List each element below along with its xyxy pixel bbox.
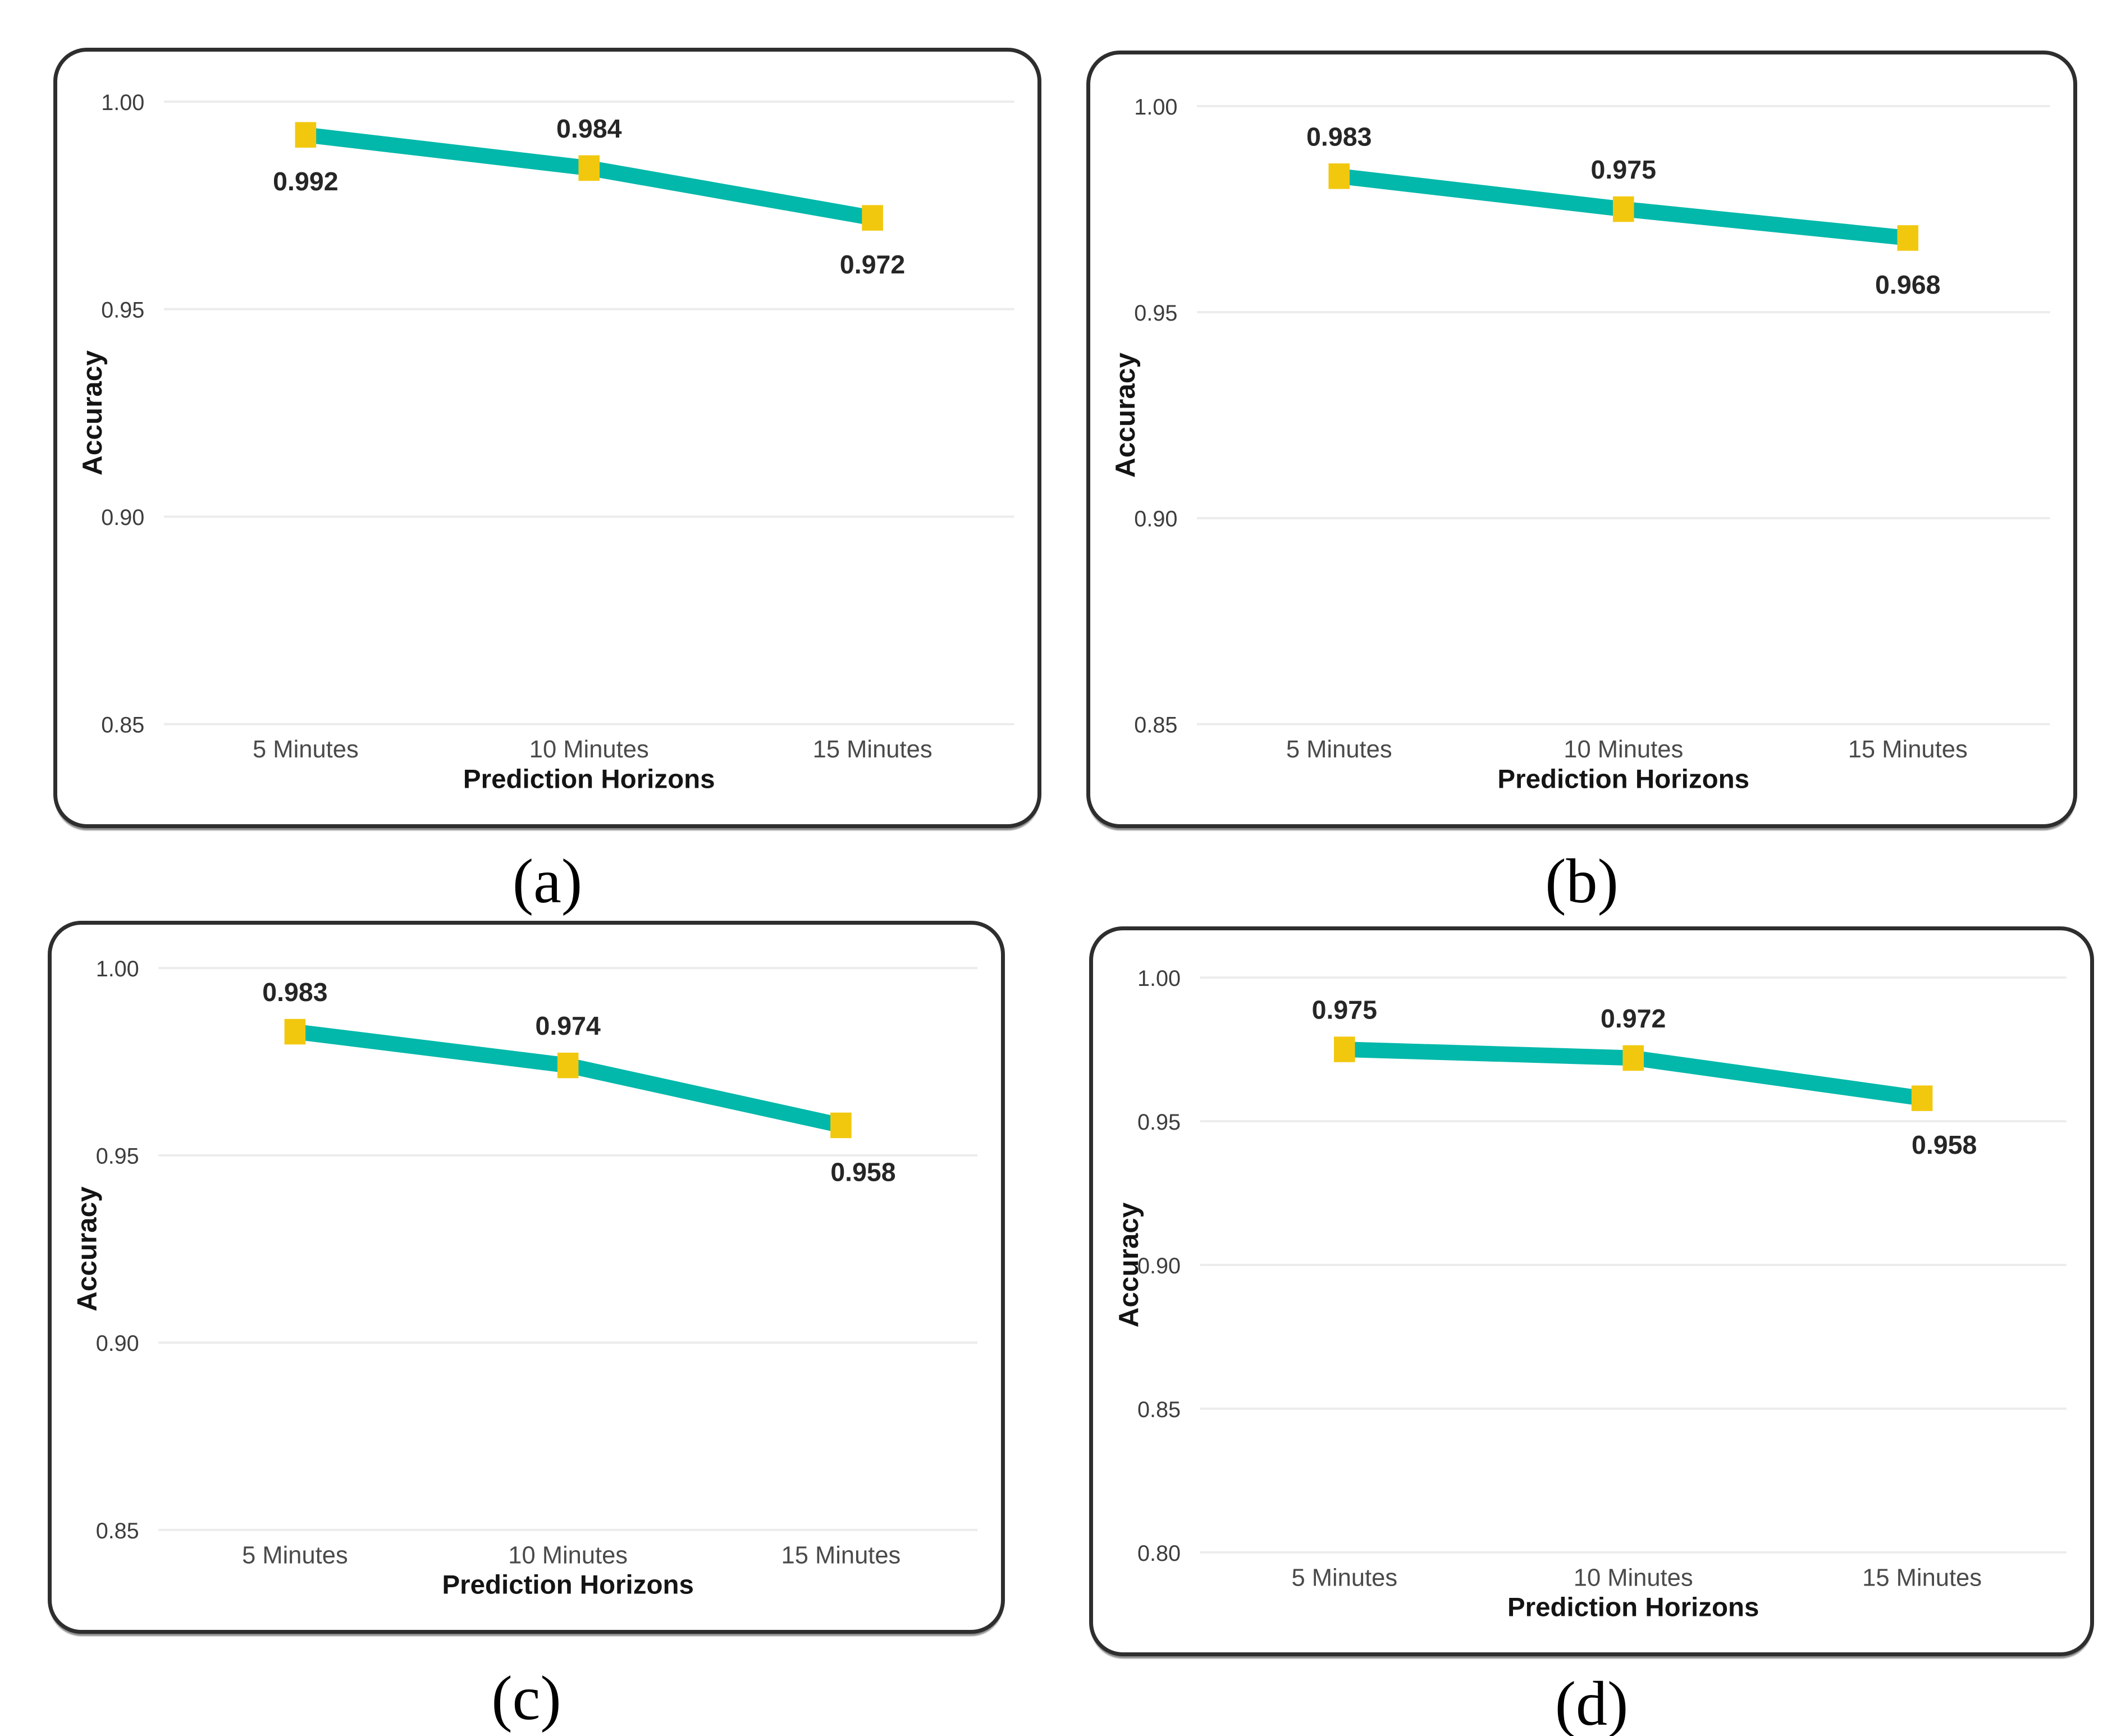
x-axis-tick-label: 10 Minutes bbox=[508, 1542, 628, 1569]
chart-a: 1.00 0.95 0.90 0.85 5 Minutes 10 Minutes 15 Mi… bbox=[77, 90, 1014, 794]
data-point-label: 0.974 bbox=[536, 1011, 601, 1040]
x-axis-tick-label: 10 Minutes bbox=[529, 736, 649, 763]
data-point-marker bbox=[862, 205, 883, 231]
chart-b: 1.00 0.95 0.90 0.85 5 Minutes 10 Minutes 15 Mi… bbox=[1110, 95, 2050, 794]
x-axis-tick-label: 5 Minutes bbox=[253, 736, 359, 763]
panel-d: 1.00 0.95 0.90 0.85 0.80 5 Minutes 10 Minutes 1… bbox=[1089, 926, 2094, 1656]
data-point-label: 0.972 bbox=[840, 250, 905, 279]
y-axis-title: Accuracy bbox=[77, 350, 108, 476]
y-axis-tick-label: 1.00 bbox=[1134, 95, 1177, 120]
y-axis-tick-label: 0.80 bbox=[1137, 1541, 1181, 1566]
x-axis-title: Prediction Horizons bbox=[442, 1570, 693, 1600]
x-axis-tick-label: 15 Minutes bbox=[813, 736, 932, 763]
data-point-label: 0.983 bbox=[1306, 122, 1372, 151]
data-point-label: 0.958 bbox=[1912, 1130, 1977, 1159]
data-point-label: 0.968 bbox=[1875, 270, 1940, 299]
data-point-label: 0.984 bbox=[556, 114, 622, 143]
caption-c: (c) bbox=[491, 1664, 561, 1733]
y-axis-tick-label: 0.85 bbox=[96, 1519, 139, 1543]
data-point-marker bbox=[830, 1112, 852, 1139]
data-point-marker bbox=[1328, 163, 1350, 189]
x-axis-tick-label: 15 Minutes bbox=[1862, 1564, 1982, 1591]
panel-b: 1.00 0.95 0.90 0.85 5 Minutes 10 Minutes 15 Mi… bbox=[1086, 51, 2077, 828]
x-axis-tick-label: 5 Minutes bbox=[1286, 736, 1392, 763]
caption-b: (b) bbox=[1545, 847, 1619, 916]
data-point-label: 0.983 bbox=[262, 977, 327, 1007]
y-axis-tick-label: 1.00 bbox=[1137, 966, 1181, 991]
accuracy-line-series bbox=[294, 1024, 843, 1133]
data-point-marker bbox=[557, 1052, 579, 1079]
x-axis-tick-label: 5 Minutes bbox=[242, 1542, 348, 1569]
panel-a: 1.00 0.95 0.90 0.85 5 Minutes 10 Minutes 15 Mi… bbox=[53, 48, 1041, 828]
y-axis-tick-label: 0.95 bbox=[1134, 301, 1177, 326]
x-axis-tick-label: 15 Minutes bbox=[781, 1542, 901, 1569]
data-point-marker bbox=[1333, 1036, 1355, 1062]
panel-c: 1.00 0.95 0.90 0.85 5 Minutes 10 Minutes 15 Mi… bbox=[48, 921, 1005, 1634]
y-axis-tick-label: 0.95 bbox=[101, 298, 144, 323]
data-point-label: 0.972 bbox=[1601, 1004, 1666, 1033]
y-axis-tick-label: 0.85 bbox=[1137, 1397, 1181, 1422]
y-axis-title: Accuracy bbox=[1113, 1202, 1144, 1327]
y-axis-tick-label: 0.85 bbox=[1134, 713, 1177, 738]
y-axis-tick-label: 0.85 bbox=[101, 713, 144, 738]
data-point-marker bbox=[1622, 1045, 1644, 1071]
data-point-marker bbox=[1612, 196, 1634, 222]
chart-c: 1.00 0.95 0.90 0.85 5 Minutes 10 Minutes 15 Mi… bbox=[72, 957, 978, 1600]
x-axis-title: Prediction Horizons bbox=[1507, 1593, 1759, 1623]
caption-a: (a) bbox=[512, 847, 583, 916]
data-point-label: 0.958 bbox=[830, 1157, 895, 1186]
y-axis-tick-label: 1.00 bbox=[96, 957, 139, 981]
data-point-marker bbox=[578, 155, 600, 181]
data-point-marker bbox=[1911, 1085, 1933, 1111]
x-axis-tick-label: 15 Minutes bbox=[1848, 736, 1968, 763]
x-axis-tick-label: 5 Minutes bbox=[1291, 1564, 1397, 1591]
x-axis-tick-label: 10 Minutes bbox=[1574, 1564, 1693, 1591]
y-axis-tick-label: 0.90 bbox=[1134, 507, 1177, 532]
y-axis-tick-label: 1.00 bbox=[101, 90, 144, 115]
data-point-label: 0.992 bbox=[273, 167, 338, 196]
y-axis-title: Accuracy bbox=[1110, 353, 1141, 478]
data-point-label: 0.975 bbox=[1312, 995, 1377, 1025]
caption-d: (d) bbox=[1555, 1669, 1629, 1736]
data-point-marker bbox=[284, 1018, 306, 1045]
data-point-marker bbox=[295, 122, 317, 148]
y-axis-tick-label: 0.90 bbox=[1137, 1254, 1181, 1278]
y-axis-tick-label: 0.95 bbox=[1137, 1110, 1181, 1135]
x-axis-title: Prediction Horizons bbox=[1497, 765, 1749, 794]
y-axis-tick-label: 0.90 bbox=[96, 1331, 139, 1356]
x-axis-tick-label: 10 Minutes bbox=[1564, 736, 1683, 763]
y-axis-title: Accuracy bbox=[72, 1186, 103, 1312]
y-axis-tick-label: 0.95 bbox=[96, 1144, 139, 1169]
data-point-marker bbox=[1897, 225, 1919, 251]
y-axis-tick-label: 0.90 bbox=[101, 505, 144, 530]
chart-d: 1.00 0.95 0.90 0.85 0.80 5 Minutes 10 Minutes 1… bbox=[1113, 966, 2067, 1623]
data-point-label: 0.975 bbox=[1591, 155, 1656, 184]
x-axis-title: Prediction Horizons bbox=[463, 765, 715, 794]
